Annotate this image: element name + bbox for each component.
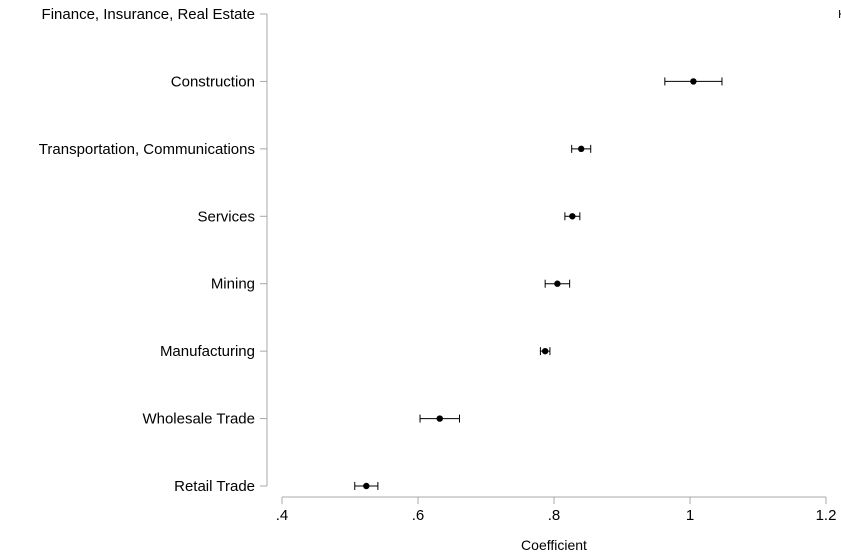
x-tick-label: 1 [686,507,694,524]
x-tick-label: .4 [276,507,289,524]
x-tick-label: 1.2 [816,507,837,524]
estimate-point [578,145,585,153]
chart-marks [354,10,841,490]
x-tick-label: .6 [412,507,425,524]
y-tick-label: Wholesale Trade [142,411,255,428]
y-tick-label: Transportation, Communications [39,141,255,158]
y-tick-label: Construction [171,73,255,90]
estimate-point [541,347,549,355]
estimate-point [569,213,576,220]
y-tick-label: Finance, Insurance, Real Estate [42,6,255,23]
x-axis-title: Coefficient [521,537,587,553]
estimate-point [554,280,561,287]
x-tick-label: .8 [548,507,561,524]
y-axis: Finance, Insurance, Real Estate Construct… [39,6,268,495]
y-tick-label: Mining [211,276,255,293]
y-tick-label: Retail Trade [174,478,255,495]
estimate-point [436,415,443,422]
y-tick-label: Manufacturing [160,343,255,360]
x-axis: .4 .6 .8 1 1.2 [276,496,837,524]
estimate-point [363,482,370,490]
estimate-point [690,78,697,85]
y-tick-label: Services [197,208,255,225]
